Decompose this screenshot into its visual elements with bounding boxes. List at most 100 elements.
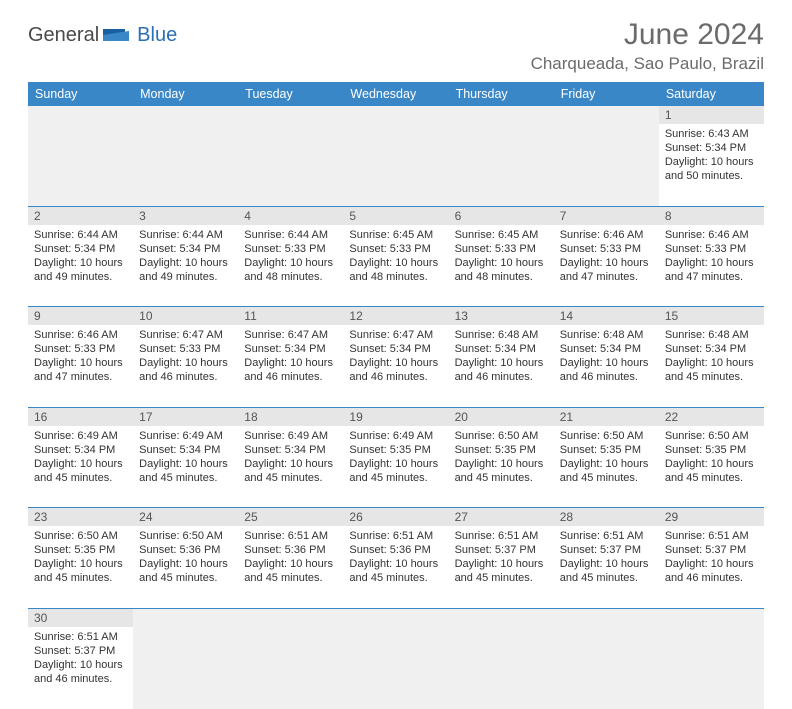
day-cell: Sunrise: 6:45 AMSunset: 5:33 PMDaylight:… — [449, 225, 554, 307]
day-number-row: 2345678 — [28, 206, 764, 225]
day-body-row: Sunrise: 6:50 AMSunset: 5:35 PMDaylight:… — [28, 526, 764, 608]
day-cell: Sunrise: 6:46 AMSunset: 5:33 PMDaylight:… — [659, 225, 764, 307]
day-number-row: 30 — [28, 608, 764, 627]
day-cell: Sunrise: 6:43 AMSunset: 5:34 PMDaylight:… — [659, 124, 764, 206]
weekday-header: Wednesday — [343, 82, 448, 106]
day-number-cell: 30 — [28, 608, 133, 627]
day-cell: Sunrise: 6:46 AMSunset: 5:33 PMDaylight:… — [554, 225, 659, 307]
day-details: Sunrise: 6:47 AMSunset: 5:33 PMDaylight:… — [139, 328, 232, 384]
logo-text-blue: Blue — [137, 24, 177, 47]
day-details: Sunrise: 6:49 AMSunset: 5:35 PMDaylight:… — [349, 429, 442, 485]
day-cell: Sunrise: 6:51 AMSunset: 5:36 PMDaylight:… — [238, 526, 343, 608]
day-number-cell: 14 — [554, 307, 659, 326]
logo: General Blue — [28, 24, 177, 47]
day-cell: Sunrise: 6:49 AMSunset: 5:35 PMDaylight:… — [343, 426, 448, 508]
day-number-cell: 16 — [28, 407, 133, 426]
day-number-cell: 9 — [28, 307, 133, 326]
month-title: June 2024 — [531, 18, 764, 52]
logo-text-general: General — [28, 24, 99, 47]
day-cell — [133, 627, 238, 709]
day-cell: Sunrise: 6:49 AMSunset: 5:34 PMDaylight:… — [133, 426, 238, 508]
day-number-cell: 11 — [238, 307, 343, 326]
day-details: Sunrise: 6:48 AMSunset: 5:34 PMDaylight:… — [665, 328, 758, 384]
day-details: Sunrise: 6:44 AMSunset: 5:34 PMDaylight:… — [34, 228, 127, 284]
day-body-row: Sunrise: 6:49 AMSunset: 5:34 PMDaylight:… — [28, 426, 764, 508]
title-block: June 2024 Charqueada, Sao Paulo, Brazil — [531, 18, 764, 74]
day-body-row: Sunrise: 6:51 AMSunset: 5:37 PMDaylight:… — [28, 627, 764, 709]
day-number-cell: 25 — [238, 508, 343, 527]
day-number-cell: 15 — [659, 307, 764, 326]
day-number-cell: 13 — [449, 307, 554, 326]
day-number-cell: 23 — [28, 508, 133, 527]
day-cell: Sunrise: 6:48 AMSunset: 5:34 PMDaylight:… — [659, 325, 764, 407]
day-details: Sunrise: 6:51 AMSunset: 5:36 PMDaylight:… — [244, 529, 337, 585]
day-cell: Sunrise: 6:44 AMSunset: 5:34 PMDaylight:… — [28, 225, 133, 307]
day-cell: Sunrise: 6:44 AMSunset: 5:33 PMDaylight:… — [238, 225, 343, 307]
day-cell: Sunrise: 6:49 AMSunset: 5:34 PMDaylight:… — [238, 426, 343, 508]
day-details: Sunrise: 6:48 AMSunset: 5:34 PMDaylight:… — [455, 328, 548, 384]
day-cell: Sunrise: 6:48 AMSunset: 5:34 PMDaylight:… — [554, 325, 659, 407]
day-number-cell: 6 — [449, 206, 554, 225]
weekday-header: Thursday — [449, 82, 554, 106]
day-details: Sunrise: 6:51 AMSunset: 5:37 PMDaylight:… — [34, 630, 127, 686]
day-cell — [659, 627, 764, 709]
day-details: Sunrise: 6:50 AMSunset: 5:36 PMDaylight:… — [139, 529, 232, 585]
day-number-cell: 19 — [343, 407, 448, 426]
calendar-table: SundayMondayTuesdayWednesdayThursdayFrid… — [28, 82, 764, 709]
day-cell — [449, 124, 554, 206]
day-details: Sunrise: 6:48 AMSunset: 5:34 PMDaylight:… — [560, 328, 653, 384]
day-number-cell: 17 — [133, 407, 238, 426]
day-cell: Sunrise: 6:47 AMSunset: 5:34 PMDaylight:… — [343, 325, 448, 407]
day-number-cell: 20 — [449, 407, 554, 426]
weekday-header: Sunday — [28, 82, 133, 106]
day-details: Sunrise: 6:45 AMSunset: 5:33 PMDaylight:… — [349, 228, 442, 284]
day-details: Sunrise: 6:49 AMSunset: 5:34 PMDaylight:… — [139, 429, 232, 485]
day-details: Sunrise: 6:51 AMSunset: 5:36 PMDaylight:… — [349, 529, 442, 585]
day-details: Sunrise: 6:50 AMSunset: 5:35 PMDaylight:… — [665, 429, 758, 485]
day-number-cell — [28, 106, 133, 124]
day-number-cell: 1 — [659, 106, 764, 124]
day-details: Sunrise: 6:44 AMSunset: 5:33 PMDaylight:… — [244, 228, 337, 284]
day-number-row: 16171819202122 — [28, 407, 764, 426]
day-number-cell — [133, 608, 238, 627]
weekday-header: Tuesday — [238, 82, 343, 106]
day-cell: Sunrise: 6:51 AMSunset: 5:37 PMDaylight:… — [449, 526, 554, 608]
day-details: Sunrise: 6:51 AMSunset: 5:37 PMDaylight:… — [665, 529, 758, 585]
day-number-cell: 3 — [133, 206, 238, 225]
day-details: Sunrise: 6:47 AMSunset: 5:34 PMDaylight:… — [244, 328, 337, 384]
day-cell: Sunrise: 6:50 AMSunset: 5:35 PMDaylight:… — [554, 426, 659, 508]
day-number-cell: 21 — [554, 407, 659, 426]
day-number-cell — [659, 608, 764, 627]
day-number-cell — [449, 106, 554, 124]
day-number-cell — [554, 608, 659, 627]
day-body-row: Sunrise: 6:44 AMSunset: 5:34 PMDaylight:… — [28, 225, 764, 307]
day-cell — [238, 124, 343, 206]
day-number-cell: 4 — [238, 206, 343, 225]
day-cell — [28, 124, 133, 206]
day-number-cell — [449, 608, 554, 627]
day-cell: Sunrise: 6:50 AMSunset: 5:35 PMDaylight:… — [659, 426, 764, 508]
day-number-row: 23242526272829 — [28, 508, 764, 527]
day-cell — [449, 627, 554, 709]
day-cell: Sunrise: 6:48 AMSunset: 5:34 PMDaylight:… — [449, 325, 554, 407]
day-number-cell — [554, 106, 659, 124]
day-number-cell: 12 — [343, 307, 448, 326]
day-number-cell — [343, 106, 448, 124]
day-details: Sunrise: 6:50 AMSunset: 5:35 PMDaylight:… — [560, 429, 653, 485]
calendar-header-row: SundayMondayTuesdayWednesdayThursdayFrid… — [28, 82, 764, 106]
day-cell: Sunrise: 6:51 AMSunset: 5:37 PMDaylight:… — [554, 526, 659, 608]
day-body-row: Sunrise: 6:43 AMSunset: 5:34 PMDaylight:… — [28, 124, 764, 206]
day-number-cell: 22 — [659, 407, 764, 426]
day-details: Sunrise: 6:45 AMSunset: 5:33 PMDaylight:… — [455, 228, 548, 284]
day-cell — [238, 627, 343, 709]
day-number-cell — [238, 106, 343, 124]
weekday-header: Monday — [133, 82, 238, 106]
header: General Blue June 2024 Charqueada, Sao P… — [28, 18, 764, 74]
day-cell — [343, 627, 448, 709]
day-details: Sunrise: 6:47 AMSunset: 5:34 PMDaylight:… — [349, 328, 442, 384]
day-number-cell: 26 — [343, 508, 448, 527]
day-cell: Sunrise: 6:47 AMSunset: 5:34 PMDaylight:… — [238, 325, 343, 407]
day-number-cell: 2 — [28, 206, 133, 225]
day-number-cell: 27 — [449, 508, 554, 527]
day-cell: Sunrise: 6:50 AMSunset: 5:35 PMDaylight:… — [28, 526, 133, 608]
